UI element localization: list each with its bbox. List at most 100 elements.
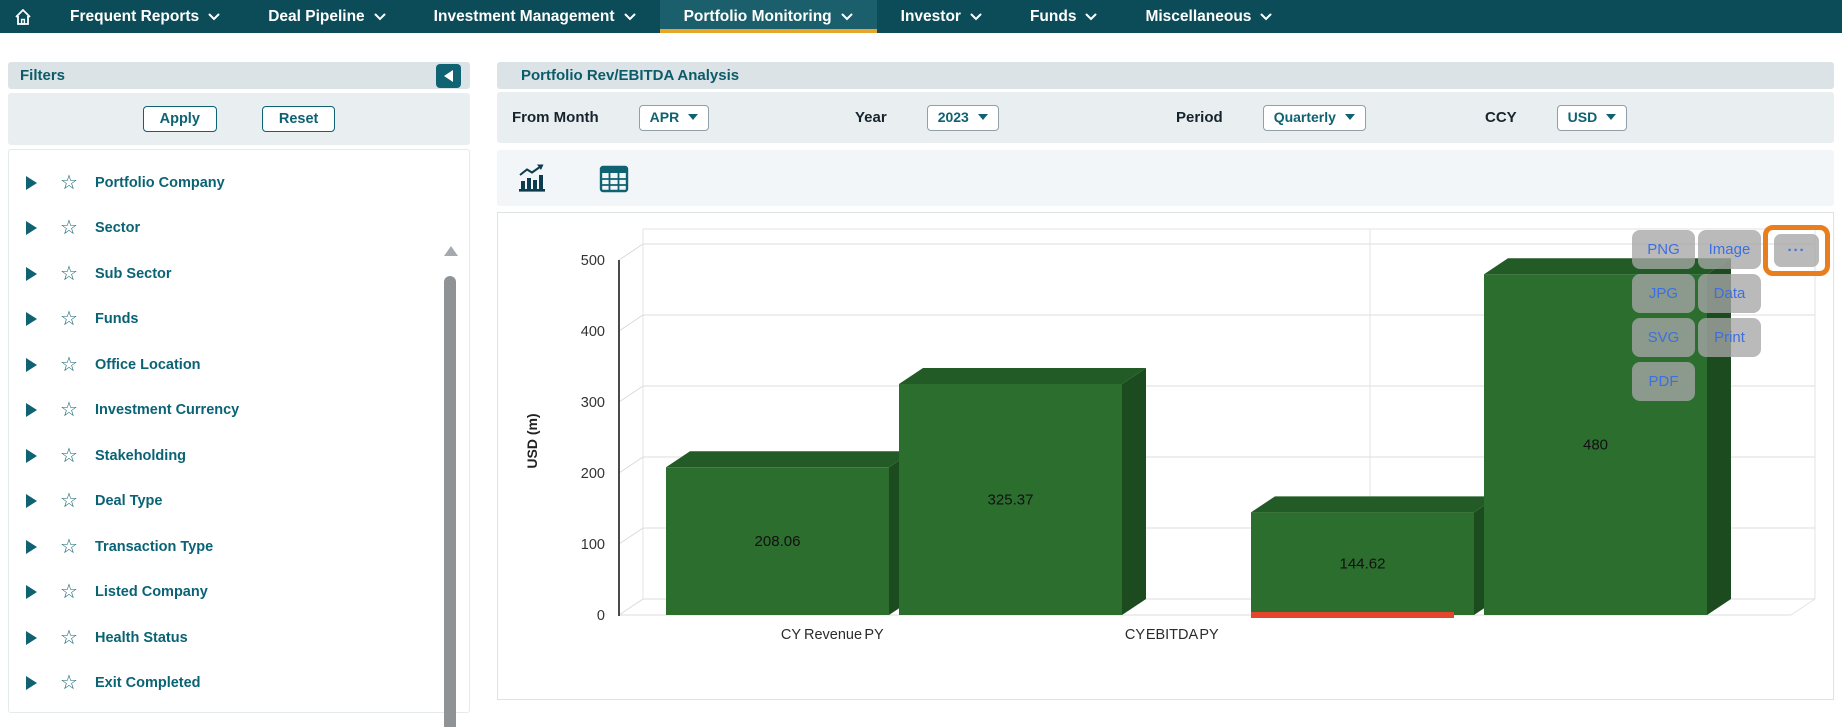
control-group: Year 2023 xyxy=(855,92,999,143)
expand-arrow-icon[interactable] xyxy=(26,539,37,554)
expand-arrow-icon[interactable] xyxy=(26,630,37,645)
favorite-star-icon[interactable]: ☆ xyxy=(60,171,78,194)
table-view-icon[interactable] xyxy=(599,164,629,194)
svg-text:500: 500 xyxy=(581,253,605,269)
expand-arrow-icon[interactable] xyxy=(26,221,37,236)
filter-category-row[interactable]: ☆ Exit Completed xyxy=(9,661,469,707)
nav-menu-item[interactable]: Frequent Reports xyxy=(46,0,244,33)
favorite-star-icon[interactable]: ☆ xyxy=(60,308,78,331)
chevron-down-icon xyxy=(1260,13,1272,20)
svg-text:208.06: 208.06 xyxy=(755,533,801,550)
export-menu-column-2: Image Data Print xyxy=(1698,230,1761,362)
nav-menu-item[interactable]: Portfolio Monitoring xyxy=(659,0,877,33)
filters-header: Filters xyxy=(8,62,470,89)
filter-category-label: Portfolio Company xyxy=(95,174,225,191)
export-option-button[interactable]: Data xyxy=(1698,274,1761,313)
favorite-star-icon[interactable]: ☆ xyxy=(60,217,78,240)
filters-title: Filters xyxy=(20,67,66,84)
nav-menu-item[interactable]: Deal Pipeline xyxy=(244,0,409,33)
svg-text:0: 0 xyxy=(597,608,605,624)
chevron-down-icon xyxy=(1344,114,1355,120)
nav-menu-item[interactable]: Miscellaneous xyxy=(1121,0,1296,33)
chart-view-icon[interactable] xyxy=(517,164,547,194)
favorite-star-icon[interactable]: ☆ xyxy=(60,399,78,422)
control-label: Period xyxy=(1176,109,1223,126)
filter-category-row[interactable]: ☆ Health Status xyxy=(9,615,469,661)
expand-arrow-icon[interactable] xyxy=(26,494,37,509)
expand-arrow-icon[interactable] xyxy=(26,266,37,281)
expand-arrow-icon[interactable] xyxy=(26,585,37,600)
export-option-button[interactable]: Image xyxy=(1698,230,1761,269)
filter-category-row[interactable]: ☆ Transaction Type xyxy=(9,524,469,570)
expand-arrow-icon[interactable] xyxy=(26,175,37,190)
expand-arrow-icon[interactable] xyxy=(26,357,37,372)
svg-text:300: 300 xyxy=(581,395,605,411)
favorite-star-icon[interactable]: ☆ xyxy=(60,353,78,376)
control-dropdown[interactable]: Quarterly xyxy=(1262,104,1366,131)
export-option-button[interactable]: SVG xyxy=(1632,318,1695,357)
chevron-down-icon xyxy=(1085,13,1097,20)
filter-category-label: Health Status xyxy=(95,629,188,646)
scroll-up-icon[interactable] xyxy=(444,246,458,256)
favorite-star-icon[interactable]: ☆ xyxy=(60,490,78,513)
filter-category-row[interactable]: ☆ Office Location xyxy=(9,342,469,388)
more-options-button[interactable]: ··· xyxy=(1774,234,1819,267)
control-dropdown[interactable]: USD xyxy=(1556,104,1628,131)
dropdown-value: APR xyxy=(649,109,680,125)
filter-category-row[interactable]: ☆ Sector xyxy=(9,206,469,252)
nav-item-label: Funds xyxy=(1029,7,1077,25)
nav-item-label: Investor xyxy=(900,7,961,25)
control-dropdown[interactable]: 2023 xyxy=(926,104,999,131)
chevron-down-icon xyxy=(970,13,982,20)
scrollbar-thumb[interactable] xyxy=(444,276,456,727)
export-option-button[interactable]: PNG xyxy=(1632,230,1695,269)
nav-menu: Frequent Reports Deal Pipeline Investmen… xyxy=(46,0,1296,33)
control-label: From Month xyxy=(512,109,599,126)
favorite-star-icon[interactable]: ☆ xyxy=(60,262,78,285)
apply-button[interactable]: Apply xyxy=(142,106,217,132)
dropdown-value: 2023 xyxy=(937,109,969,125)
home-button[interactable] xyxy=(0,0,46,33)
filter-category-row[interactable]: ☆ Deal Type xyxy=(9,479,469,525)
top-navigation-bar: Frequent Reports Deal Pipeline Investmen… xyxy=(0,0,1842,33)
control-group: CCY USD xyxy=(1485,92,1628,143)
favorite-star-icon[interactable]: ☆ xyxy=(60,444,78,467)
filter-category-row[interactable]: ☆ Stakeholding xyxy=(9,433,469,479)
control-dropdown[interactable]: APR xyxy=(638,104,710,131)
nav-menu-item[interactable]: Investment Management xyxy=(410,0,660,33)
filter-category-row[interactable]: ☆ Sub Sector xyxy=(9,251,469,297)
filter-category-row[interactable]: ☆ Listed Company xyxy=(9,570,469,616)
reset-button[interactable]: Reset xyxy=(261,106,336,132)
filter-category-label: Sub Sector xyxy=(95,265,172,282)
filter-category-row[interactable]: ☆ Investment Currency xyxy=(9,388,469,434)
favorite-star-icon[interactable]: ☆ xyxy=(60,581,78,604)
chevron-down-icon xyxy=(1606,114,1617,120)
export-option-button[interactable]: PDF xyxy=(1632,362,1695,401)
chevron-down-icon xyxy=(841,13,853,20)
expand-arrow-icon[interactable] xyxy=(26,403,37,418)
collapse-panel-button[interactable] xyxy=(436,63,461,88)
favorite-star-icon[interactable]: ☆ xyxy=(60,535,78,558)
svg-text:CY: CY xyxy=(781,627,801,643)
report-controls: From Month APR Year 2023 Period Quarterl… xyxy=(497,92,1834,143)
expand-arrow-icon[interactable] xyxy=(26,676,37,691)
filter-category-label: Stakeholding xyxy=(95,447,187,464)
filter-category-row[interactable]: ☆ Portfolio Company xyxy=(9,160,469,206)
nav-menu-item[interactable]: Investor xyxy=(877,0,1006,33)
nav-menu-item[interactable]: Funds xyxy=(1006,0,1122,33)
export-option-button[interactable]: Print xyxy=(1698,318,1761,357)
expand-arrow-icon[interactable] xyxy=(26,448,37,463)
nav-item-label: Portfolio Monitoring xyxy=(683,7,832,25)
svg-text:PY: PY xyxy=(864,627,884,643)
arrow-left-icon xyxy=(444,69,453,82)
favorite-star-icon[interactable]: ☆ xyxy=(60,626,78,649)
favorite-star-icon[interactable]: ☆ xyxy=(60,672,78,695)
svg-text:100: 100 xyxy=(581,537,605,553)
highlight-box: ··· xyxy=(1763,225,1830,276)
control-label: CCY xyxy=(1485,109,1517,126)
export-option-button[interactable]: JPG xyxy=(1632,274,1695,313)
filter-category-label: Office Location xyxy=(95,356,201,373)
filter-category-row[interactable]: ☆ Funds xyxy=(9,297,469,343)
expand-arrow-icon[interactable] xyxy=(26,312,37,327)
